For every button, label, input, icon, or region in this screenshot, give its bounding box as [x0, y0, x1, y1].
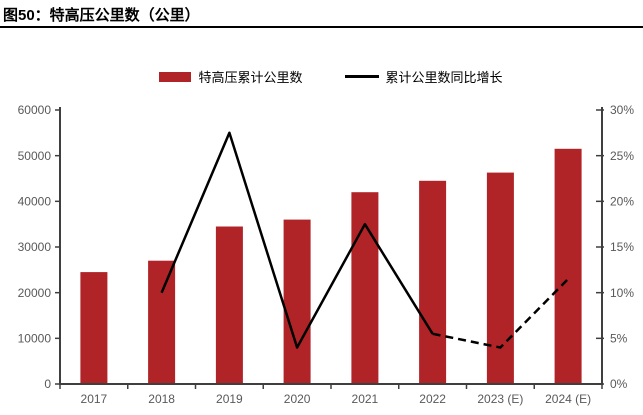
legend-item-bar-series: 特高压累计公里数	[159, 67, 303, 86]
y-left-tick-label: 40000	[18, 195, 52, 209]
bar-2018	[148, 260, 176, 384]
y-right-tick-label: 25%	[610, 149, 634, 163]
y-right-tick-label: 20%	[610, 195, 634, 209]
y-left-tick-label: 20000	[18, 286, 52, 300]
bar-2017	[80, 272, 108, 384]
x-tick-label: 2022	[419, 392, 446, 406]
legend-bar-swatch-icon	[159, 71, 192, 82]
x-tick-label: 2018	[148, 392, 175, 406]
x-tick-label: 2021	[352, 392, 379, 406]
figure-title: 图50：特高压公里数（公里）	[3, 7, 200, 24]
x-tick-label: 2023 (E)	[477, 392, 523, 406]
growth-line-dashed-estimate	[432, 278, 569, 349]
y-right-tick-label: 0%	[610, 377, 628, 391]
x-tick-label: 2017	[81, 392, 108, 406]
y-left-tick-label: 60000	[18, 103, 52, 117]
bar-2019	[215, 226, 243, 384]
legend-bar-label: 特高压累计公里数	[198, 70, 303, 85]
x-tick-label: 2019	[216, 392, 243, 406]
bar-2020	[283, 219, 311, 384]
legend-item-line-series: 累计公里数同比增长	[344, 67, 503, 86]
bar-2021	[351, 192, 379, 384]
axis-labels-group: 0 10000 20000 30000 40000 50000 60000 0% 5% 10% 15…	[18, 103, 635, 406]
bar-2023 (E)	[486, 172, 514, 384]
legend-line-swatch-icon	[344, 75, 379, 78]
y-left-tick-label: 30000	[18, 240, 52, 254]
y-left-tick-label: 10000	[18, 332, 52, 346]
bar-2022	[419, 180, 447, 384]
title-divider	[0, 26, 643, 28]
x-tick-label: 2020	[284, 392, 311, 406]
growth-line-solid	[160, 131, 434, 349]
legend-line-label: 累计公里数同比增长	[385, 70, 503, 85]
y-left-tick-label: 50000	[18, 149, 52, 163]
y-left-tick-label: 0	[44, 377, 51, 391]
y-right-tick-label: 5%	[610, 332, 628, 346]
chart-legend: 特高压累计公里数 累计公里数同比增长	[60, 67, 602, 86]
bar-series-group	[80, 148, 582, 384]
y-right-tick-label: 30%	[610, 103, 634, 117]
x-tick-label: 2024 (E)	[545, 392, 591, 406]
y-right-tick-label: 15%	[610, 240, 634, 254]
line-series-group	[160, 131, 569, 349]
axes-group	[55, 107, 604, 389]
bar-2024 (E)	[554, 148, 582, 384]
y-right-tick-label: 10%	[610, 286, 634, 300]
